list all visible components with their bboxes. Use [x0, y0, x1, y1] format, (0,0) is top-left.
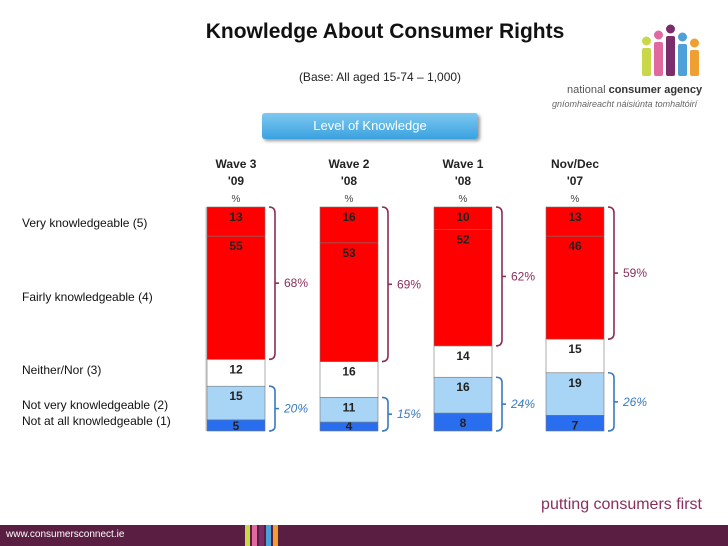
- category-label: '08: [341, 174, 358, 188]
- chart-title: Knowledge About Consumer Rights: [205, 20, 565, 43]
- bar-segment: [206, 206, 266, 237]
- bar-segment: [545, 235, 605, 340]
- agency-name: national consumer agency: [567, 84, 703, 96]
- bar-segment: [433, 229, 493, 347]
- data-label: 14: [456, 349, 470, 363]
- knowledgeable-bracket: [268, 206, 276, 361]
- category-label: Wave 2: [329, 157, 370, 171]
- category-label: Wave 3: [216, 157, 257, 171]
- data-label: 7: [572, 418, 579, 432]
- footer-stripe: [245, 525, 250, 546]
- legend-label-very-knowledgeable: Very knowledgeable (5): [22, 216, 148, 230]
- footer-stripe: [266, 525, 271, 546]
- bar-segment: [433, 376, 493, 414]
- bar-segment: [433, 206, 493, 230]
- bar-segment: [545, 338, 605, 374]
- data-label: 19: [568, 376, 582, 390]
- not-knowledgeable-bracket: [495, 376, 503, 432]
- knowledgeable-total: 62%: [511, 269, 535, 283]
- footer-stripe: [259, 525, 264, 546]
- data-label: 15: [568, 342, 582, 356]
- data-label: 52: [456, 232, 470, 246]
- bar-segment: [545, 372, 605, 416]
- footer-website[interactable]: www.consumersconnect.ie: [6, 529, 125, 540]
- legend-label-not-very-knowledgeable: Not very knowledgeable (2): [22, 398, 169, 412]
- category-label: '09: [228, 174, 245, 188]
- data-label: 16: [342, 365, 356, 379]
- category-label: Nov/Dec: [551, 157, 599, 171]
- data-label: 16: [456, 380, 470, 394]
- footer-stripe: [273, 525, 278, 546]
- data-label: 46: [568, 239, 582, 253]
- agency-name-irish: gníomhaireacht náisiúnta tomhaltóirí: [552, 99, 698, 109]
- percent-unit-label: %: [232, 194, 241, 205]
- legend-label-not-at-all-knowledgeable: Not at all knowledgeable (1): [22, 414, 171, 428]
- bar-segment: [319, 361, 379, 398]
- footer-stripe: [252, 525, 257, 546]
- data-label: 8: [460, 416, 467, 430]
- agency-logo: [642, 24, 699, 76]
- not-knowledgeable-total: 24%: [510, 397, 535, 411]
- data-label: 16: [342, 210, 356, 224]
- legend-label-fairly-knowledgeable: Fairly knowledgeable (4): [22, 290, 153, 304]
- category-label: '08: [455, 174, 472, 188]
- percent-unit-label: %: [459, 194, 468, 205]
- not-knowledgeable-total: 20%: [283, 402, 308, 416]
- bar-segment: [206, 235, 266, 360]
- data-label: 13: [568, 210, 582, 224]
- bar-segment: [545, 206, 605, 237]
- data-label: 15: [229, 389, 243, 403]
- knowledgeable-bracket: [381, 206, 389, 363]
- bar-segment: [319, 397, 379, 423]
- people-icon: [642, 24, 699, 76]
- chart-subtitle: (Base: All aged 15-74 – 1,000): [298, 70, 462, 84]
- data-label: 4: [346, 419, 353, 433]
- bar-segment: [319, 206, 379, 244]
- knowledgeable-total: 69%: [397, 277, 421, 291]
- percent-unit-label: %: [571, 194, 580, 205]
- legend-title-banner: Level of Knowledge: [262, 113, 478, 139]
- knowledgeable-bracket: [607, 206, 615, 340]
- data-label: 12: [229, 362, 243, 376]
- footer-bar: [0, 525, 728, 546]
- category-label: Wave 1: [443, 157, 484, 171]
- not-knowledgeable-total: 26%: [622, 395, 647, 409]
- data-label: 5: [233, 419, 240, 433]
- not-knowledgeable-bracket: [381, 396, 389, 432]
- bar-segment: [319, 242, 379, 362]
- knowledgeable-bracket: [495, 206, 503, 347]
- bar-segment: [206, 359, 266, 387]
- not-knowledgeable-bracket: [268, 385, 276, 432]
- knowledgeable-total: 68%: [284, 276, 308, 290]
- data-label: 10: [456, 210, 470, 224]
- legend-label-neither-nor: Neither/Nor (3): [22, 363, 102, 377]
- data-label: 53: [342, 246, 356, 260]
- percent-unit-label: %: [345, 194, 354, 205]
- footer-tagline: putting consumers first: [541, 496, 702, 513]
- bar-segment: [206, 385, 266, 421]
- not-knowledgeable-total: 15%: [397, 407, 421, 421]
- data-label: 11: [343, 400, 356, 414]
- knowledgeable-total: 59%: [623, 266, 647, 280]
- not-knowledgeable-bracket: [607, 371, 615, 432]
- data-label: 55: [229, 239, 243, 253]
- data-label: 13: [229, 210, 243, 224]
- bar-segment: [433, 345, 493, 378]
- category-label: '07: [567, 174, 584, 188]
